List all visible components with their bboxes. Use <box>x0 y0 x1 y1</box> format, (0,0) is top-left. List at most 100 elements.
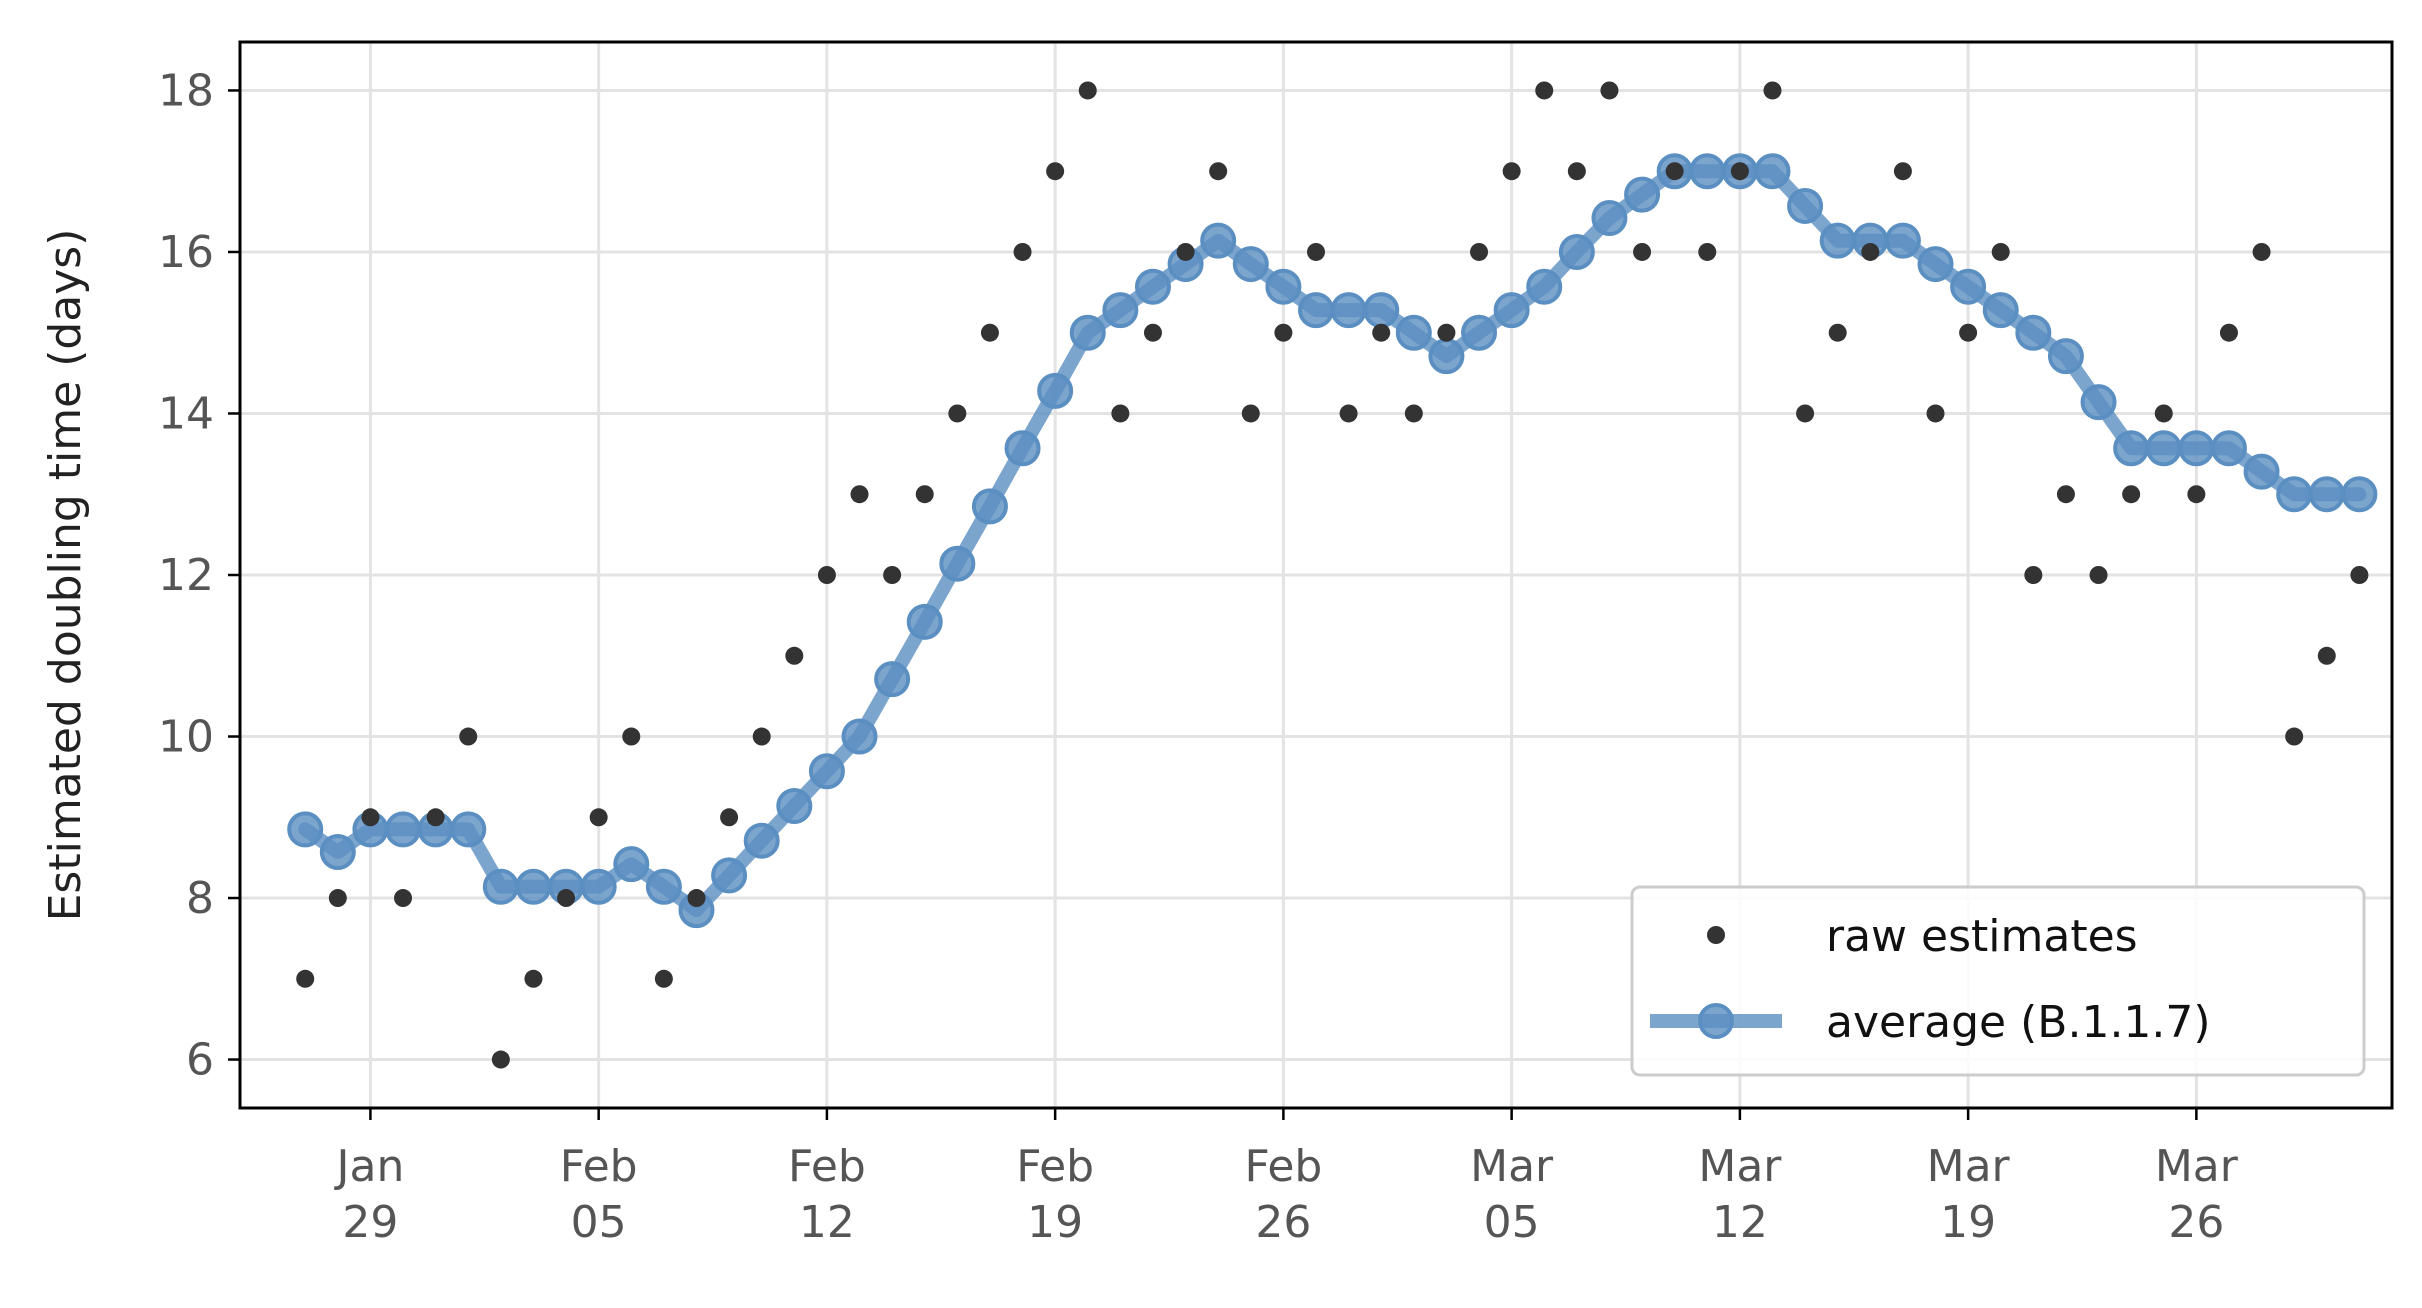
legend: raw estimates average (B.1.1.7) <box>1630 885 2366 1077</box>
raw-estimate-point <box>1991 242 2010 261</box>
average-point <box>1102 292 1139 329</box>
legend-raw-label: raw estimates <box>1826 911 2138 962</box>
raw-estimate-point <box>850 485 869 504</box>
average-point <box>2178 430 2215 467</box>
raw-estimate-point <box>1143 323 1162 342</box>
x-tick-label: 19 <box>1940 1197 1996 1248</box>
y-tick-label: 14 <box>158 388 214 439</box>
average-point <box>1363 292 1400 329</box>
y-tick-label: 6 <box>186 1035 214 1086</box>
raw-estimate-point <box>1209 162 1228 181</box>
average-point <box>1624 176 1661 213</box>
average-point <box>776 787 813 824</box>
raw-estimate-point <box>2285 727 2304 746</box>
raw-estimate-point <box>1600 81 1619 100</box>
average-point <box>1982 292 2019 329</box>
y-axis-label: Estimated doubling time (days) <box>40 229 91 922</box>
y-tick-label: 18 <box>158 65 214 116</box>
average-point <box>1689 153 1726 190</box>
average-point <box>2210 430 2247 467</box>
average-point <box>1037 372 1074 409</box>
raw-estimate-point <box>1502 162 1521 181</box>
y-tick-label: 8 <box>186 873 214 924</box>
raw-estimate-point <box>2154 404 2173 423</box>
average-point <box>1461 314 1498 351</box>
raw-estimate-point <box>1796 404 1815 423</box>
raw-estimate-point <box>817 566 836 584</box>
raw-estimate-point <box>1046 162 1065 181</box>
raw-estimate-point <box>687 889 706 908</box>
x-tick-label: Feb <box>1016 1141 1094 1192</box>
legend-average-label: average (B.1.1.7) <box>1826 997 2211 1048</box>
average-point <box>1493 292 1530 329</box>
average-point <box>874 661 911 698</box>
raw-estimate-point <box>2056 485 2075 504</box>
raw-estimate-point <box>1013 242 1032 261</box>
y-axis: 6 8 10 12 14 16 18 <box>158 65 240 1086</box>
raw-estimate-point <box>1959 323 1978 342</box>
average-point <box>1428 338 1465 375</box>
raw-estimate-point <box>785 646 804 665</box>
raw-estimate-point <box>1372 323 1391 342</box>
average-point <box>2341 476 2378 513</box>
average-point <box>2276 476 2313 513</box>
average-point <box>1884 222 1921 259</box>
average-point <box>2243 453 2280 490</box>
raw-estimate-point <box>2219 323 2238 342</box>
raw-estimate-point <box>915 485 934 504</box>
x-tick-label: 26 <box>1255 1197 1311 1248</box>
average-point <box>1069 314 1106 351</box>
raw-estimate-point <box>2089 566 2108 584</box>
raw-estimate-point <box>426 808 445 827</box>
average-point <box>971 488 1008 525</box>
raw-estimate-point <box>1828 323 1847 342</box>
raw-estimate-point <box>1470 242 1489 261</box>
raw-estimate-point <box>720 808 739 827</box>
raw-estimate-point <box>1404 404 1423 423</box>
average-point <box>2047 338 2084 375</box>
raw-estimate-point <box>394 889 413 908</box>
raw-estimates-series <box>296 81 2369 1069</box>
average-point <box>645 868 682 905</box>
average-point <box>939 545 976 582</box>
raw-estimate-point <box>1274 323 1293 342</box>
raw-estimate-point <box>557 889 576 908</box>
raw-estimate-point <box>2122 485 2141 504</box>
raw-estimate-point <box>2187 485 2206 504</box>
average-point <box>319 833 356 870</box>
average-point <box>2145 430 2182 467</box>
average-point <box>385 811 422 848</box>
raw-estimate-point <box>1893 162 1912 181</box>
average-point <box>1004 430 1041 467</box>
raw-estimate-point <box>361 808 380 827</box>
average-point <box>450 811 487 848</box>
legend-box <box>1630 885 2366 1077</box>
average-point <box>580 868 617 905</box>
x-axis: Jan29Feb05Feb12Feb19Feb26Mar05Mar12Mar19… <box>334 1108 2239 1248</box>
raw-estimate-point <box>1633 242 1652 261</box>
raw-estimate-point <box>948 404 967 423</box>
x-tick-label: Mar <box>2155 1141 2239 1192</box>
raw-estimate-point <box>459 727 478 746</box>
average-point <box>2080 384 2117 421</box>
raw-estimate-point <box>1861 242 1880 261</box>
x-tick-label: Feb <box>560 1141 638 1192</box>
average-point <box>1232 246 1269 283</box>
average-point <box>1330 292 1367 329</box>
raw-estimate-point <box>1078 81 1097 100</box>
x-tick-label: Mar <box>1698 1141 1782 1192</box>
raw-estimate-point <box>1665 162 1684 181</box>
average-point <box>1265 268 1302 305</box>
average-point <box>1395 314 1432 351</box>
x-tick-label: 19 <box>1027 1197 1083 1248</box>
raw-estimate-point <box>752 727 771 746</box>
average-point <box>1754 153 1791 190</box>
raw-estimate-point <box>1339 404 1358 423</box>
raw-estimate-point <box>1176 242 1195 261</box>
average-point <box>841 718 878 755</box>
x-tick-label: Feb <box>788 1141 866 1192</box>
raw-estimate-point <box>2350 566 2369 584</box>
average-point <box>613 846 650 883</box>
x-tick-label: Feb <box>1244 1141 1322 1192</box>
